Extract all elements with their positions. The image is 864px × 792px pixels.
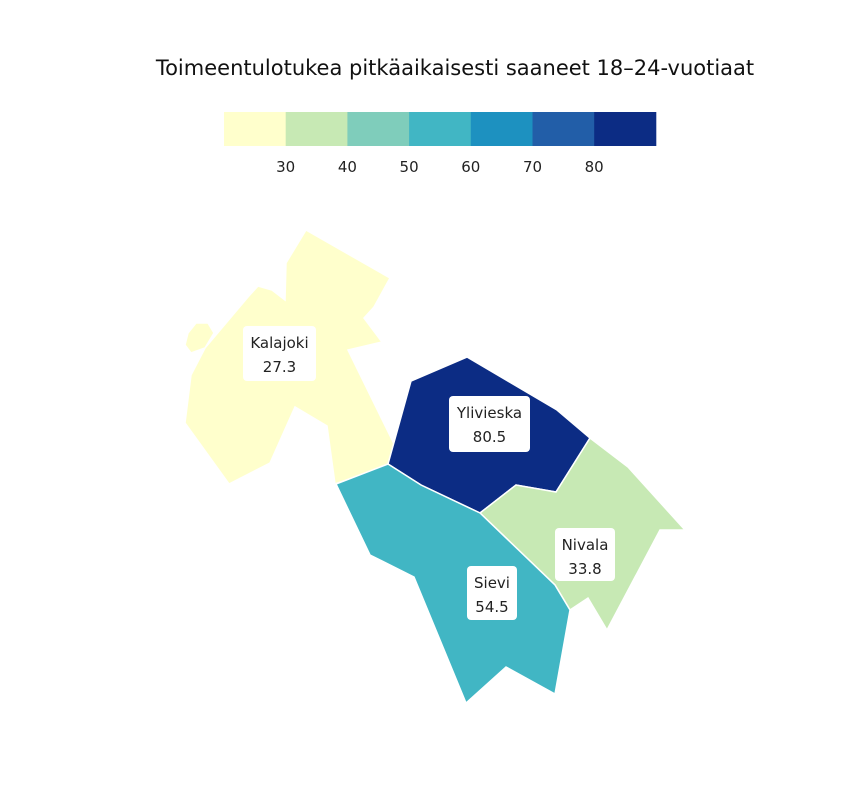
- legend-swatch: [594, 112, 657, 146]
- legend-tick-label: 50: [400, 158, 419, 176]
- region-label-sievi: Sievi 54.5: [467, 566, 517, 620]
- region-value: 27.3: [263, 358, 296, 376]
- region-value: 54.5: [475, 598, 508, 616]
- region-label-box: [449, 396, 530, 452]
- legend-swatch: [532, 112, 595, 146]
- region-labels: Kalajoki 27.3 Ylivieska 80.5 Nivala 33.8 Sievi…: [243, 326, 615, 620]
- legend-tick-label: 30: [276, 158, 295, 176]
- legend-swatch: [347, 112, 410, 146]
- legend-swatch: [285, 112, 348, 146]
- region-name: Ylivieska: [456, 404, 522, 422]
- legend-swatch: [224, 112, 287, 146]
- region-label-box: [467, 566, 517, 620]
- region-label-ylivieska: Ylivieska 80.5: [449, 396, 530, 452]
- legend: 30 40 50 60 70 80: [224, 112, 657, 176]
- region-value: 33.8: [568, 560, 601, 578]
- map-title: Toimeentulotukea pitkäaikaisesti saaneet…: [155, 56, 755, 80]
- region-name: Sievi: [474, 574, 510, 592]
- region-label-kalajoki: Kalajoki 27.3: [243, 326, 316, 381]
- region-value: 80.5: [473, 428, 506, 446]
- legend-tick-label: 80: [585, 158, 604, 176]
- region-sievi: [334, 463, 571, 705]
- region-name: Nivala: [562, 536, 609, 554]
- region-name: Kalajoki: [250, 334, 308, 352]
- map-regions: [184, 228, 687, 705]
- legend-swatch: [409, 112, 472, 146]
- legend-tick-label: 70: [523, 158, 542, 176]
- region-label-box: [555, 528, 615, 581]
- legend-swatch: [470, 112, 533, 146]
- region-label-nivala: Nivala 33.8: [555, 528, 615, 581]
- legend-tick-label: 60: [461, 158, 480, 176]
- region-label-box: [243, 326, 316, 381]
- legend-tick-label: 40: [338, 158, 357, 176]
